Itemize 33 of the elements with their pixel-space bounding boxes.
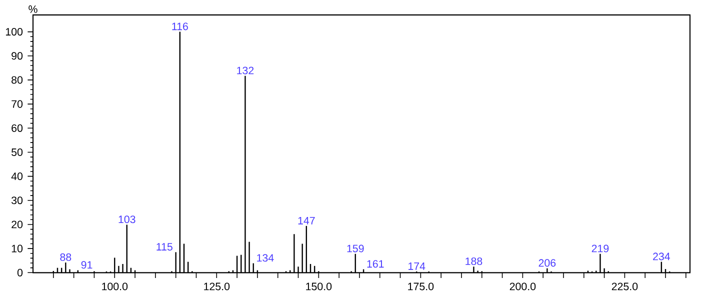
y-tick-label: 30 <box>11 196 23 204</box>
y-axis-title: % <box>28 5 38 13</box>
y-tick-label: 70 <box>12 100 23 108</box>
y-tick-label: 50 <box>12 148 23 156</box>
annotation: 132 <box>237 66 254 74</box>
annotation: 219 <box>592 244 609 252</box>
annotation: 91 <box>81 261 92 269</box>
annotation: 234 <box>653 252 670 260</box>
annotation: 161 <box>367 260 384 268</box>
annotation: 116 <box>172 22 188 30</box>
x-tick-label: 175.0 <box>408 282 434 290</box>
x-tick-label: 225.0 <box>612 282 638 290</box>
annotation: 88 <box>60 253 72 261</box>
y-tick-label: 60 <box>12 124 23 132</box>
y-tick-label: 40 <box>11 172 23 180</box>
annotation: 147 <box>298 216 315 224</box>
y-tick-label: 90 <box>12 52 23 60</box>
y-tick-label: 20 <box>12 220 23 228</box>
x-tick-label: 150.0 <box>306 282 332 290</box>
y-tick-label: 0 <box>17 268 23 276</box>
y-tick-label: 10 <box>12 244 23 252</box>
annotation: 206 <box>538 259 556 267</box>
x-tick-label: 125.0 <box>204 282 230 290</box>
annotation: 174 <box>408 262 426 270</box>
annotation: 159 <box>347 244 364 252</box>
y-tick-label: 80 <box>12 76 23 84</box>
y-tick-label: 100 <box>6 28 23 36</box>
annotation: 134 <box>257 254 274 262</box>
x-tick-label: 100.0 <box>102 282 128 290</box>
x-tick-label: 200.0 <box>510 282 536 290</box>
annotation: 103 <box>118 216 136 224</box>
annotation: 188 <box>466 257 482 266</box>
annotation: 115 <box>156 243 172 251</box>
